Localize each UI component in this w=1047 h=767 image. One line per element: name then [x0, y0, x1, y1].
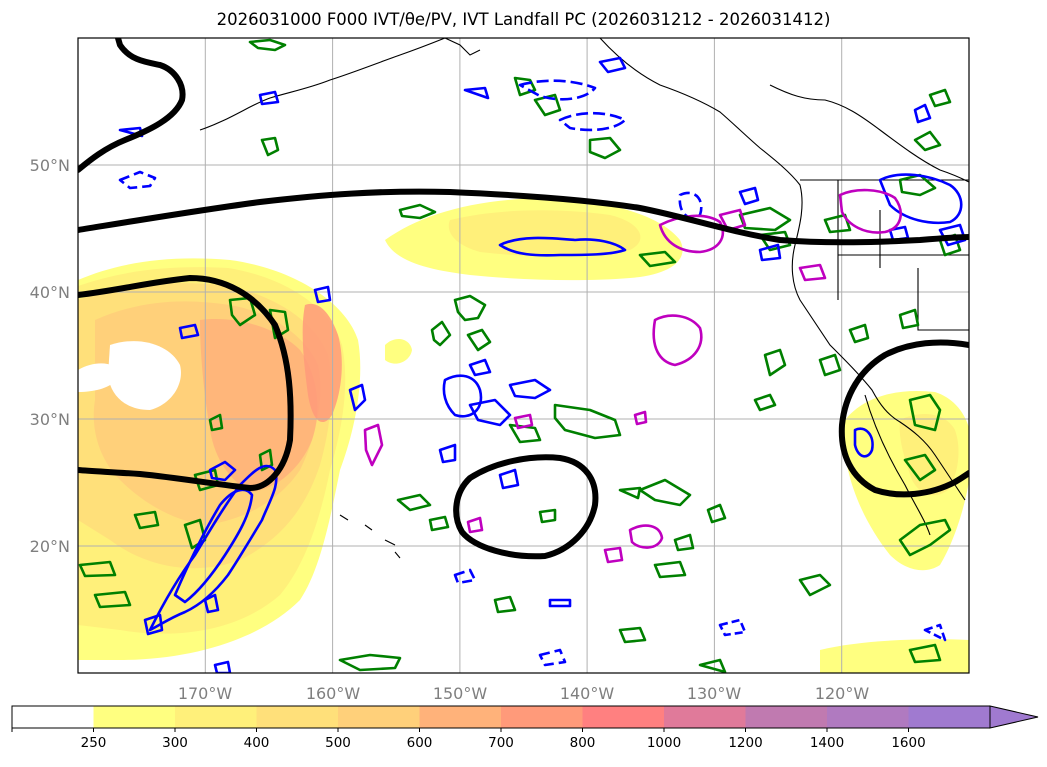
colorbar: 250 300 400 500 600 700 800 1000 1200 1400 1600 [11, 705, 1039, 751]
colorbar-segment [12, 706, 94, 728]
pv-contours [118, 56, 967, 673]
colorbar-segment [501, 706, 583, 728]
colorbar-segment [93, 706, 176, 728]
colorbar-segment [664, 706, 746, 728]
colorbar-tick-label: 1000 [647, 735, 681, 751]
colorbar-tick-label: 600 [407, 735, 433, 751]
colorbar-tick-label: 250 [81, 735, 107, 751]
colorbar-segment [338, 706, 420, 728]
map-frame [77, 37, 970, 674]
colorbar-segment [256, 706, 339, 728]
colorbar-tick-label: 700 [488, 735, 514, 751]
colorbar-tick-label: 1200 [728, 735, 762, 751]
lon-tick-label: 140°W [560, 684, 615, 703]
colorbar-tick-label: 1400 [810, 735, 844, 751]
colorbar-tick-label: 1600 [891, 735, 925, 751]
lon-tick-label: 150°W [433, 684, 488, 703]
lat-tick-label: 20°N [30, 537, 70, 556]
colorbar-tick-label: 800 [570, 735, 596, 751]
magenta-contours [363, 188, 903, 564]
lon-tick-label: 160°W [306, 684, 361, 703]
theta-e-contours [78, 38, 962, 673]
colorbar-extend-arrow [989, 705, 1039, 729]
colorbar-segment [582, 706, 665, 728]
landfall-pc-contours [78, 38, 969, 560]
graticule [78, 38, 969, 673]
colorbar-tick-label: 300 [162, 735, 188, 751]
lat-tick-label: 50°N [30, 156, 70, 175]
map-title: 2026031000 F000 IVT/θe/PV, IVT Landfall … [216, 10, 831, 29]
map-layers [78, 38, 969, 673]
colorbar-segment [419, 706, 502, 728]
colorbar-segment [908, 706, 991, 728]
lon-tick-label: 170°W [178, 684, 233, 703]
lon-tick-label: 130°W [687, 684, 742, 703]
colorbar-tick-label: 500 [325, 735, 351, 751]
colorbar-segment [175, 706, 257, 728]
lat-tick-label: 40°N [30, 283, 70, 302]
colorbar-tick-label: 400 [244, 735, 270, 751]
colorbar-segment [745, 706, 828, 728]
lon-tick-label: 120°W [815, 684, 870, 703]
colorbar-segment [827, 706, 909, 728]
lat-tick-label: 30°N [30, 410, 70, 429]
